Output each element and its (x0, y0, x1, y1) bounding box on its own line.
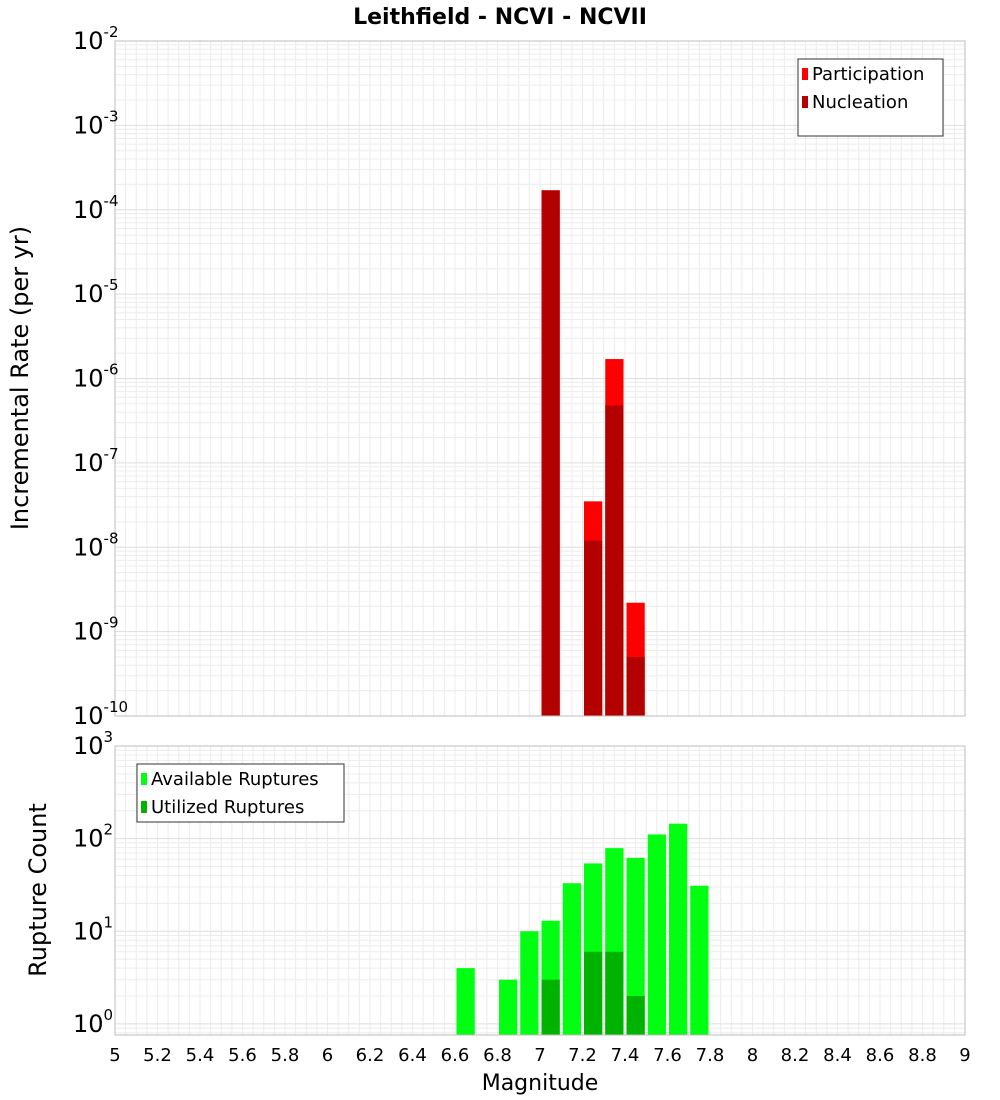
bar-utilized-ruptures (626, 996, 645, 1035)
y-tick-label: 10-2 (73, 23, 119, 55)
legend-box (797, 58, 944, 137)
x-tick-label: 5.6 (228, 1045, 257, 1066)
legend: Participation Nucleation (797, 58, 944, 137)
y-tick-label: 10-6 (73, 361, 119, 393)
x-tick-label: 8.8 (908, 1045, 937, 1066)
x-tick-label: 7.4 (611, 1045, 640, 1066)
y-tick-label: 10-4 (73, 192, 119, 224)
bar-nucleation (541, 190, 560, 716)
legend-swatch (141, 773, 147, 785)
y-axis-ticks: 10-10 10-9 10-8 10-7 10-6 10-5 10-4 10-3 10-2 (73, 23, 128, 730)
y-axis-ticks: 100 101 102 103 (73, 728, 113, 1038)
bar-available-ruptures (499, 979, 518, 1035)
legend-entry: Participation (812, 64, 924, 85)
x-tick-label: 7.2 (568, 1045, 597, 1066)
y-axis-label: Incremental Rate (per yr) (6, 226, 34, 530)
x-tick-label: 7 (534, 1045, 545, 1066)
x-tick-label: 6.6 (441, 1045, 470, 1066)
x-tick-label: 5.2 (143, 1045, 172, 1066)
x-tick-label: 8.6 (866, 1045, 895, 1066)
bar-available-ruptures (562, 883, 581, 1035)
y-tick-label: 100 (73, 1006, 113, 1038)
x-tick-label: 8.4 (823, 1045, 852, 1066)
bars (456, 823, 709, 1035)
y-tick-label: 10-8 (73, 529, 119, 561)
y-tick-label: 10-3 (73, 107, 119, 139)
legend-swatch (802, 96, 808, 108)
x-tick-label: 8.2 (781, 1045, 810, 1066)
bar-nucleation (605, 405, 624, 716)
x-tick-label: 5.4 (186, 1045, 215, 1066)
x-tick-label: 5 (109, 1045, 120, 1066)
bar-available-ruptures (647, 834, 666, 1035)
bar-utilized-ruptures (541, 979, 560, 1035)
y-tick-label: 103 (73, 728, 113, 760)
x-tick-label: 5.8 (271, 1045, 300, 1066)
bar-nucleation (626, 657, 645, 716)
bar-utilized-ruptures (584, 951, 603, 1035)
x-tick-label: 7.6 (653, 1045, 682, 1066)
bar-available-ruptures (456, 968, 475, 1035)
y-tick-label: 10-10 (73, 698, 128, 730)
x-tick-label: 7.8 (696, 1045, 725, 1066)
legend-swatch (802, 68, 808, 80)
rate-panel: 10-10 10-9 10-8 10-7 10-6 10-5 10-4 10-3 10-2 Inc… (6, 23, 966, 730)
plot-frame (114, 745, 966, 1036)
bar-available-ruptures (690, 885, 709, 1035)
legend: Available Ruptures Utilized Ruptures (136, 763, 345, 823)
x-tick-label: 6.2 (356, 1045, 385, 1066)
bar-nucleation (584, 540, 603, 716)
legend-swatch (141, 801, 147, 813)
y-tick-label: 102 (73, 821, 113, 853)
x-axis-ticks: 5 5.2 5.4 5.6 5.8 6 6.2 6.4 6.6 6.8 7 7.2 7.4 7.6 7.8 8… (109, 1045, 970, 1066)
y-tick-label: 10-5 (73, 276, 119, 308)
y-axis-label: Rupture Count (24, 803, 52, 977)
y-tick-label: 10-7 (73, 445, 119, 477)
bars (541, 190, 645, 716)
count-panel: 100 101 102 103 Rupture Count Available Ruptu… (24, 728, 966, 1038)
y-tick-label: 10-9 (73, 614, 119, 646)
legend-entry: Utilized Ruptures (151, 797, 304, 818)
legend-box (136, 763, 345, 823)
x-tick-label: 6.4 (398, 1045, 427, 1066)
bar-available-ruptures (669, 823, 688, 1035)
gridlines (114, 41, 966, 717)
plot-frame (114, 40, 966, 717)
x-tick-label: 6 (322, 1045, 333, 1066)
bar-available-ruptures (520, 931, 539, 1035)
legend-entry: Nucleation (812, 92, 908, 113)
x-tick-label: 6.8 (483, 1045, 512, 1066)
bar-utilized-ruptures (605, 951, 624, 1035)
x-tick-label: 8 (747, 1045, 758, 1066)
x-axis-label: Magnitude (482, 1071, 599, 1096)
y-tick-label: 101 (73, 913, 113, 945)
legend-entry: Available Ruptures (151, 769, 319, 790)
x-tick-label: 9 (959, 1045, 970, 1066)
chart-title: Leithfield - NCVI - NCVII (353, 5, 647, 30)
bar-available-ruptures (626, 857, 645, 1035)
